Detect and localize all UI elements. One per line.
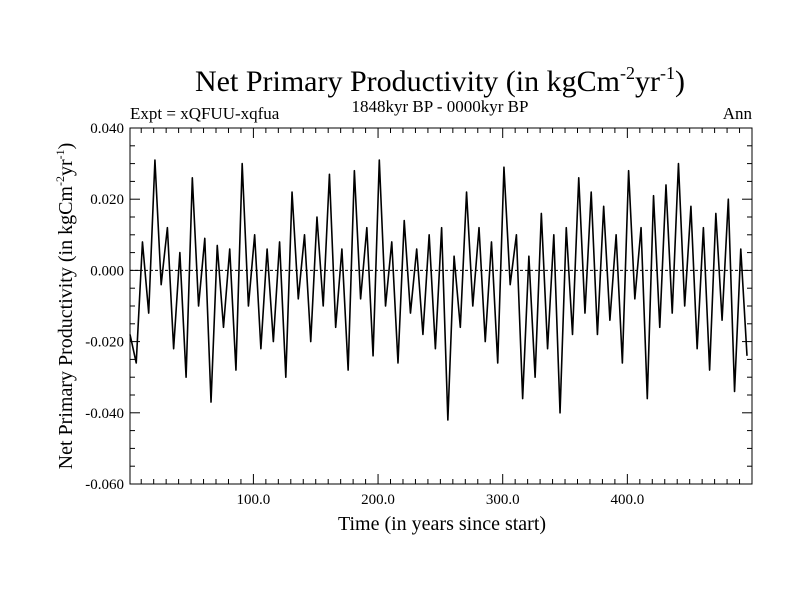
y-tick-label: 0.000 <box>90 263 124 279</box>
x-tick-label: 200.0 <box>361 492 395 508</box>
npp-series-line <box>129 159 748 421</box>
x-tick-label: 100.0 <box>237 492 271 508</box>
x-axis-label: Time (in years since start) <box>338 513 546 535</box>
y-tick-label: -0.020 <box>85 335 124 351</box>
x-tick-label: 300.0 <box>486 492 520 508</box>
axis-ticks <box>130 127 752 485</box>
time-range-label: 1848kyr BP - 0000kyr BP <box>352 97 529 116</box>
y-tick-label: 0.040 <box>90 121 124 137</box>
y-axis-label: Net Primary Productivity (in kgCm-2yr-1) <box>53 143 77 470</box>
y-tick-label: -0.060 <box>85 477 124 493</box>
y-tick-label: -0.040 <box>85 406 124 422</box>
y-tick-label: 0.020 <box>90 192 124 208</box>
x-tick-label: 400.0 <box>610 492 644 508</box>
season-label: Ann <box>723 104 753 123</box>
chart-title: Net Primary Productivity (in kgCm-2yr-1) <box>195 63 685 98</box>
axis-tick-labels: 100.0 200.0 300.0 400.0 0.040 0.020 0.000 -0.02… <box>85 121 644 508</box>
experiment-label: Expt = xQFUU-xqfua <box>130 104 280 123</box>
